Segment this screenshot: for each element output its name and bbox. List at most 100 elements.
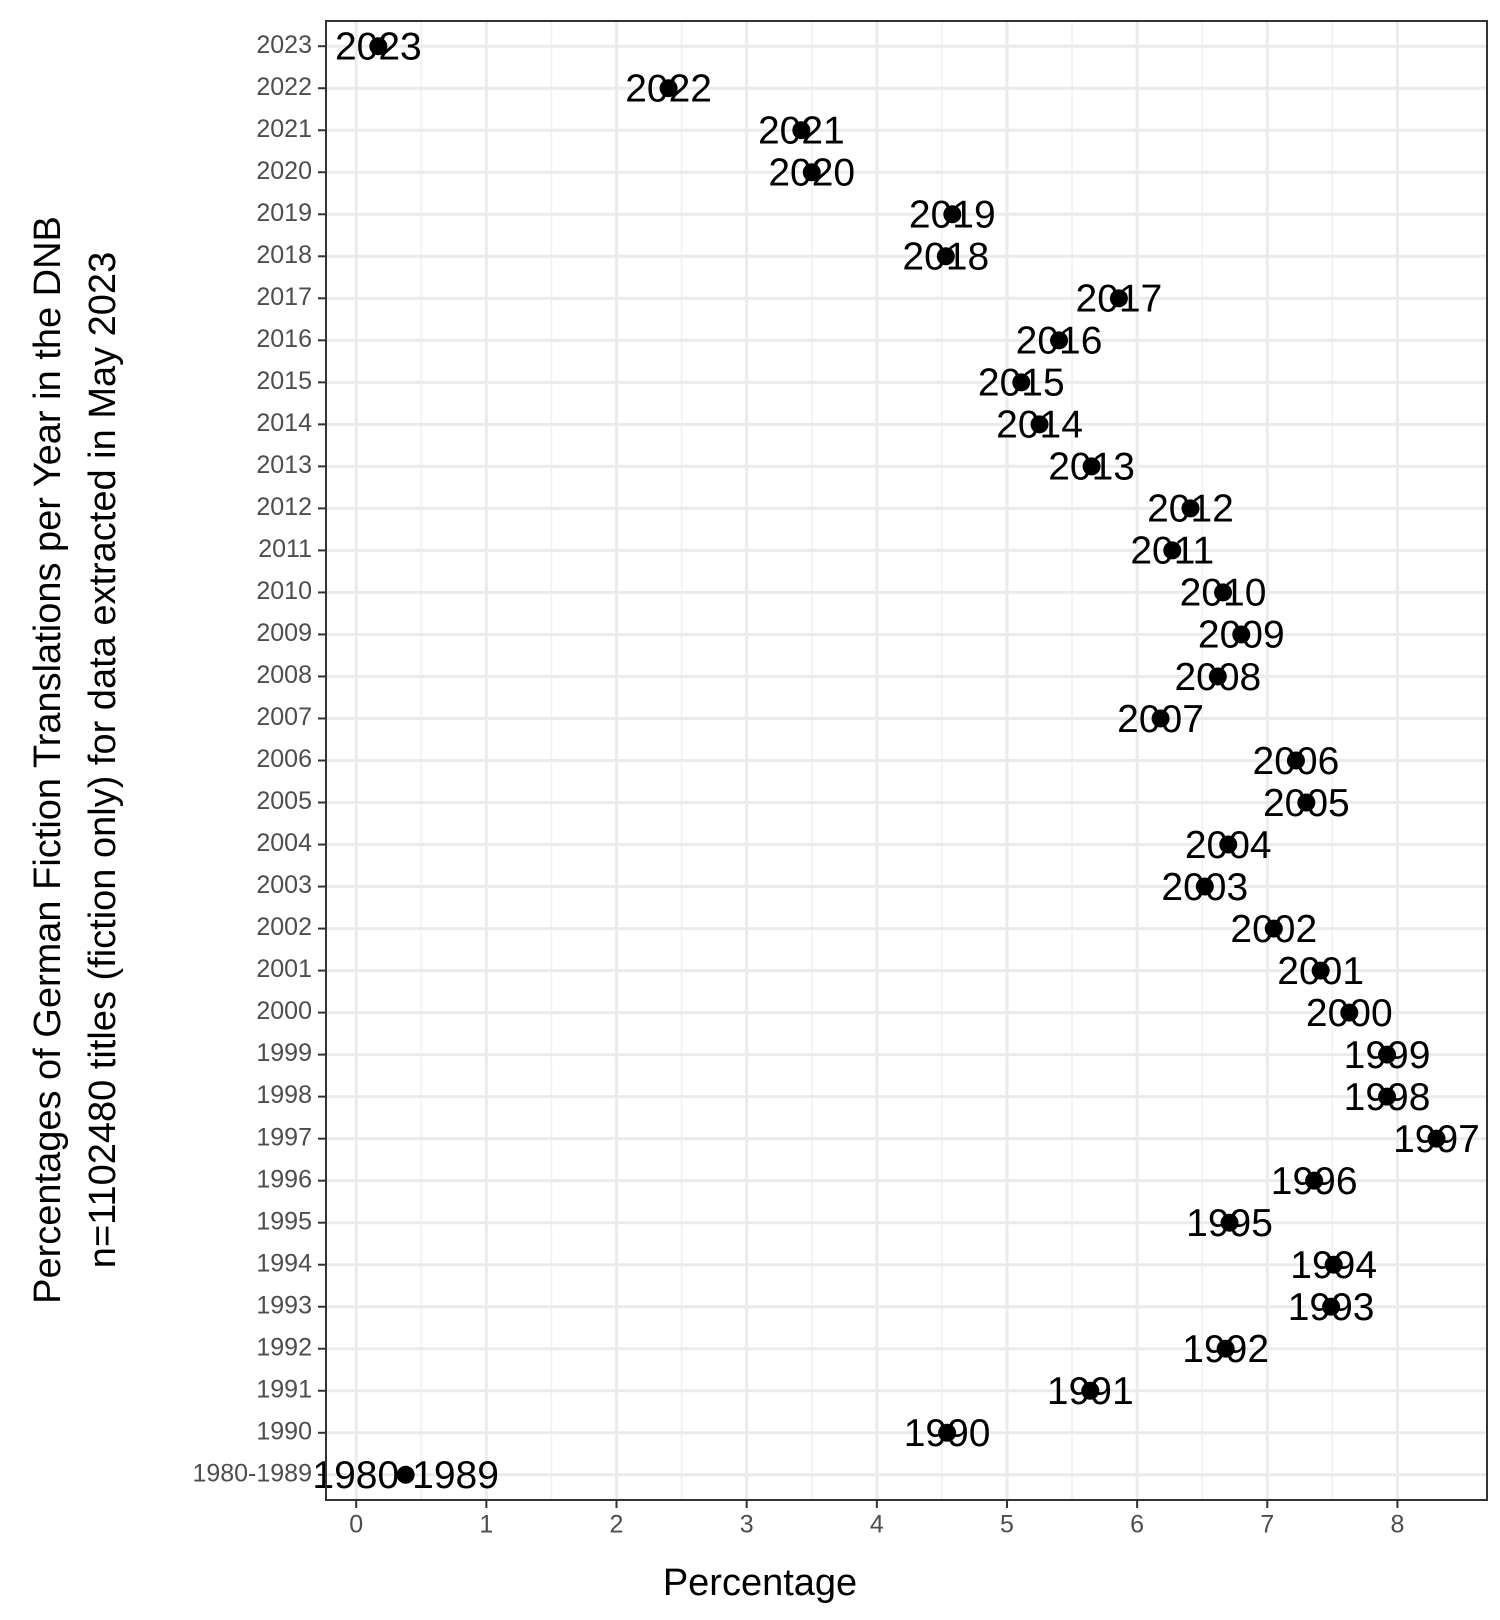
y-tick-label: 1998 <box>256 1081 312 1109</box>
point <box>1081 1381 1100 1400</box>
point <box>1216 1339 1235 1358</box>
y-tick-label: 1997 <box>256 1123 312 1151</box>
y-tick-label: 1991 <box>256 1375 312 1403</box>
y-axis-title: n=1102480 titles (fiction only) for data… <box>82 252 124 1268</box>
x-tick-label: 3 <box>740 1511 754 1539</box>
point <box>1286 751 1305 770</box>
y-tick-label: 2016 <box>256 325 312 353</box>
point <box>936 247 955 266</box>
point-label: 1999 <box>1344 1034 1431 1077</box>
plot-border <box>325 20 1488 1501</box>
point <box>1151 709 1170 728</box>
point-label: 2003 <box>1161 866 1248 909</box>
y-axis-title: Percentages of German Fiction Translatio… <box>27 216 69 1304</box>
y-tick-label: 2023 <box>256 31 312 59</box>
point-label: 2002 <box>1230 908 1317 951</box>
point-label: 2013 <box>1048 446 1135 489</box>
point-label: 2018 <box>902 236 989 279</box>
point <box>1378 1045 1397 1064</box>
x-tick-label: 2 <box>610 1511 624 1539</box>
point-label: 2015 <box>978 362 1065 405</box>
point-label: 2008 <box>1174 656 1261 699</box>
point <box>1195 877 1214 896</box>
point-label: 2009 <box>1198 614 1285 657</box>
y-tick-label: 2006 <box>256 745 312 773</box>
point-label: 1996 <box>1271 1160 1358 1203</box>
y-tick-label: 1980-1989 <box>192 1459 312 1487</box>
point <box>1305 1171 1324 1190</box>
x-tick-label: 1 <box>479 1511 493 1539</box>
y-tick-label: 2010 <box>256 577 312 605</box>
point <box>369 37 388 56</box>
point <box>1208 667 1227 686</box>
point-label: 1998 <box>1344 1076 1431 1119</box>
point-label: 2005 <box>1263 782 1350 825</box>
y-tick-label: 2022 <box>256 73 312 101</box>
point-label: 2022 <box>625 68 712 111</box>
y-tick-label: 2019 <box>256 199 312 227</box>
point-label: 2017 <box>1076 278 1163 321</box>
point-label: 1980-1989 <box>312 1454 499 1497</box>
point <box>1340 1003 1359 1022</box>
point <box>938 1423 957 1442</box>
point-label: 1990 <box>904 1412 991 1455</box>
point-label: 1994 <box>1290 1244 1377 1287</box>
point-label: 1993 <box>1288 1286 1375 1329</box>
point-label: 2014 <box>996 404 1083 447</box>
point-label: 2011 <box>1130 530 1214 573</box>
point-label: 1991 <box>1047 1370 1134 1413</box>
point-label: 2023 <box>335 26 422 69</box>
point <box>1427 1129 1446 1148</box>
point <box>1324 1255 1343 1274</box>
point <box>1297 793 1316 812</box>
point-label: 2016 <box>1016 320 1103 363</box>
point-label: 1997 <box>1393 1118 1480 1161</box>
point-label: 2010 <box>1180 572 1267 615</box>
point <box>659 79 678 98</box>
y-tick-label: 2014 <box>256 409 312 437</box>
y-tick-label: 2005 <box>256 787 312 815</box>
point-label: 2007 <box>1117 698 1204 741</box>
y-tick-label: 2012 <box>256 493 312 521</box>
point-label: 2001 <box>1277 950 1364 993</box>
point-label: 1995 <box>1186 1202 1273 1245</box>
x-tick-label: 6 <box>1130 1511 1144 1539</box>
y-tick-label: 2009 <box>256 619 312 647</box>
y-tick-label: 1995 <box>256 1207 312 1235</box>
point-label: 2021 <box>758 110 845 153</box>
y-tick-label: 2018 <box>256 241 312 269</box>
x-tick-label: 5 <box>1000 1511 1014 1539</box>
point <box>1311 961 1330 980</box>
point-label: 2006 <box>1253 740 1340 783</box>
y-tick-label: 1999 <box>256 1039 312 1067</box>
point-label: 2012 <box>1147 488 1234 531</box>
y-tick-label: 2004 <box>256 829 312 857</box>
point <box>1181 499 1200 518</box>
y-tick-label: 2007 <box>256 703 312 731</box>
x-tick-label: 7 <box>1260 1511 1274 1539</box>
point-label: 2000 <box>1306 992 1393 1035</box>
y-tick-label: 1993 <box>256 1291 312 1319</box>
point <box>1219 835 1238 854</box>
point <box>1264 919 1283 938</box>
y-tick-label: 1994 <box>256 1249 312 1277</box>
point <box>1030 415 1049 434</box>
point <box>1322 1297 1341 1316</box>
y-tick-label: 2011 <box>258 535 312 563</box>
x-tick-label: 0 <box>349 1511 363 1539</box>
point <box>1378 1087 1397 1106</box>
x-tick-label: 4 <box>870 1511 884 1539</box>
point <box>396 1465 415 1484</box>
point <box>802 163 821 182</box>
point-label: 2020 <box>768 152 855 195</box>
y-tick-label: 2021 <box>256 115 312 143</box>
point <box>1109 289 1128 308</box>
point <box>1232 625 1251 644</box>
y-tick-label: 2002 <box>256 913 312 941</box>
point <box>1220 1213 1239 1232</box>
y-tick-label: 2000 <box>256 997 312 1025</box>
y-tick-label: 2008 <box>256 661 312 689</box>
x-tick-label: 8 <box>1390 1511 1404 1539</box>
point <box>1163 541 1182 560</box>
